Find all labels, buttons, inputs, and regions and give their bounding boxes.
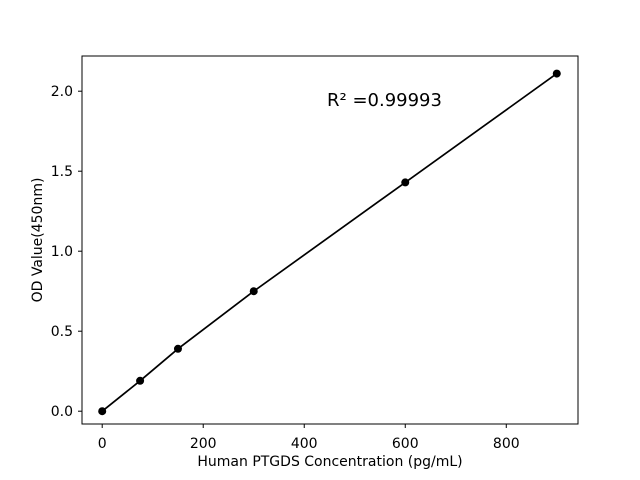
x-tick-label: 600 [392, 436, 419, 452]
plot-border [81, 55, 579, 425]
data-point [136, 376, 145, 385]
y-tick-label: 0.5 [51, 324, 73, 340]
data-point [98, 407, 107, 416]
x-axis-label: Human PTGDS Concentration (pg/mL) [197, 454, 462, 470]
x-tick-label: 400 [291, 436, 318, 452]
y-tick-label: 0.0 [51, 404, 73, 420]
data-point [173, 344, 182, 353]
r-squared-annotation: R² =0.99993 [327, 90, 442, 111]
x-tick-label: 800 [493, 436, 520, 452]
y-tick-label: 1.5 [51, 164, 73, 180]
y-tick-label: 2.0 [51, 84, 73, 100]
y-tick-label: 1.0 [51, 244, 73, 260]
data-point [249, 287, 258, 296]
data-point [552, 69, 561, 78]
x-tick-label: 0 [98, 436, 107, 452]
y-axis-label: OD Value(450nm) [30, 178, 46, 303]
plot-area: 0 200 400 600 800 0.0 0.5 1.0 1.5 2.0 [51, 55, 579, 452]
x-tick-label: 200 [190, 436, 217, 452]
standard-curve-line [101, 72, 558, 412]
data-point [401, 178, 410, 187]
